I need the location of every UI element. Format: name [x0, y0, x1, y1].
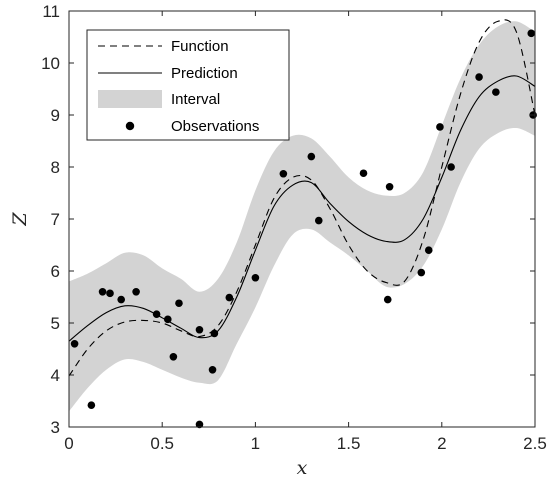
plot-area [69, 19, 537, 429]
y-tick-label: 11 [42, 2, 60, 21]
plot-content [69, 19, 535, 412]
observation-point [210, 329, 219, 338]
observation-point [424, 246, 433, 254]
axes: 0 0.5 1 1.5 2 2.5 3 4 5 6 7 8 9 10 11 x Z [9, 2, 547, 479]
observation-point [492, 88, 500, 96]
observation-point [163, 315, 172, 324]
x-tick-label: 1.5 [337, 434, 361, 453]
observation-point [208, 366, 217, 374]
observation-point [152, 310, 161, 318]
legend-box [86, 29, 290, 141]
x-tick-label: 1 [251, 434, 260, 453]
y-tick-label: 4 [51, 366, 60, 385]
observation-point [117, 295, 125, 304]
observation-point [195, 420, 204, 429]
observation-point [314, 216, 323, 225]
legend-observations-swatch [125, 121, 135, 131]
observation-point [385, 182, 394, 191]
observation-point [307, 152, 316, 161]
observation-point [251, 273, 260, 282]
observation-point [279, 169, 288, 178]
y-tick-label: 9 [51, 106, 60, 125]
x-tick-label: 2.5 [523, 434, 547, 453]
observation-point [359, 169, 368, 178]
observation-point [417, 268, 426, 277]
observation-point [87, 401, 96, 409]
legend-interval-swatch [98, 90, 162, 108]
observation-point [447, 163, 455, 171]
x-tick-label: 0.5 [150, 434, 174, 453]
legend-label: Observations [171, 118, 259, 135]
x-tick-label: 0 [64, 434, 73, 453]
function-line [69, 19, 535, 377]
y-axis-label: Z [9, 212, 31, 227]
observation-point [98, 288, 107, 296]
x-axis-label: x [297, 457, 308, 479]
observation-point [436, 123, 444, 131]
x-tick-label: 2 [437, 434, 446, 453]
legend-label: Prediction [171, 65, 238, 82]
interval-band [69, 21, 535, 412]
y-tick-label: 5 [51, 314, 60, 333]
y-tick-label: 6 [51, 262, 60, 281]
observation-point [383, 295, 392, 304]
observation-point [175, 299, 183, 308]
y-tick-label: 8 [51, 158, 60, 177]
legend-label: Function [171, 38, 229, 55]
y-tick-label: 7 [51, 210, 60, 229]
observation-point [132, 288, 140, 296]
y-tick-label: 10 [41, 54, 60, 73]
observation-point [70, 340, 79, 348]
y-tick-label: 3 [51, 418, 60, 437]
legend: Function Prediction Interval Observations [86, 29, 290, 141]
observation-point [106, 289, 114, 298]
observation-point [527, 29, 536, 38]
prediction-line [69, 75, 535, 342]
legend-label: Interval [171, 91, 220, 108]
observation-point [225, 293, 234, 302]
observation-point [475, 73, 483, 81]
observation-point [195, 325, 204, 334]
observation-point [169, 353, 178, 361]
